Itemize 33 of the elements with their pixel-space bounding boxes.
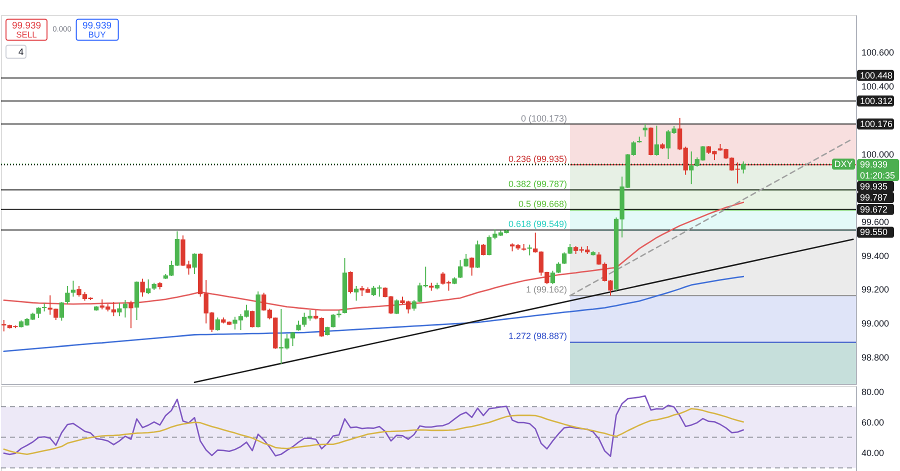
text: 01:20:35 bbox=[860, 170, 896, 180]
band-label: 0.382 (99.787) bbox=[508, 178, 568, 189]
ref-line-label: 100.312 bbox=[860, 96, 893, 106]
annotation: 4 bbox=[18, 47, 24, 58]
y-tick-label: 40.00 bbox=[862, 448, 884, 458]
ref-line-label: 99.935 bbox=[860, 182, 888, 192]
band-label: 1 (99.162) bbox=[526, 284, 568, 295]
y-tick-label: 100.000 bbox=[862, 149, 894, 160]
ref-line-label: 100.176 bbox=[860, 119, 893, 130]
y-tick-label: 80.00 bbox=[862, 386, 884, 397]
band-label: 0.618 (99.549) bbox=[508, 219, 568, 230]
annotation: 0 (100.173) bbox=[520, 114, 568, 124]
ref-line-label: 99.939 bbox=[860, 160, 888, 170]
annotation: 99.939 bbox=[12, 20, 42, 32]
ref-line-label: 99.672 bbox=[860, 204, 888, 214]
ref-line-label: 99.550 bbox=[860, 227, 888, 238]
y-tick-label: 60.00 bbox=[862, 417, 884, 428]
ref-line-label: 99.787 bbox=[860, 192, 888, 202]
y-tick-label: 100.400 bbox=[862, 82, 894, 92]
band-label: 1.272 (98.887) bbox=[508, 331, 568, 342]
ref-line-label: 100.448 bbox=[860, 70, 893, 80]
y-tick-label: 100.600 bbox=[862, 48, 894, 58]
y-tick-label: 99.200 bbox=[862, 284, 890, 295]
annotation: SELL bbox=[16, 29, 38, 40]
y-tick-label: 99.000 bbox=[862, 318, 890, 329]
band-label: 0.5 (99.668) bbox=[518, 198, 568, 209]
y-tick-label: 99.600 bbox=[862, 217, 890, 228]
y-tick-label: 98.800 bbox=[862, 352, 890, 362]
annotation: 99.939 bbox=[82, 20, 112, 32]
annotation: DXY bbox=[834, 159, 853, 170]
band-label: 0.236 (99.935) bbox=[508, 154, 568, 164]
y-tick-label: 99.400 bbox=[862, 250, 890, 261]
annotation: BUY bbox=[88, 29, 106, 40]
